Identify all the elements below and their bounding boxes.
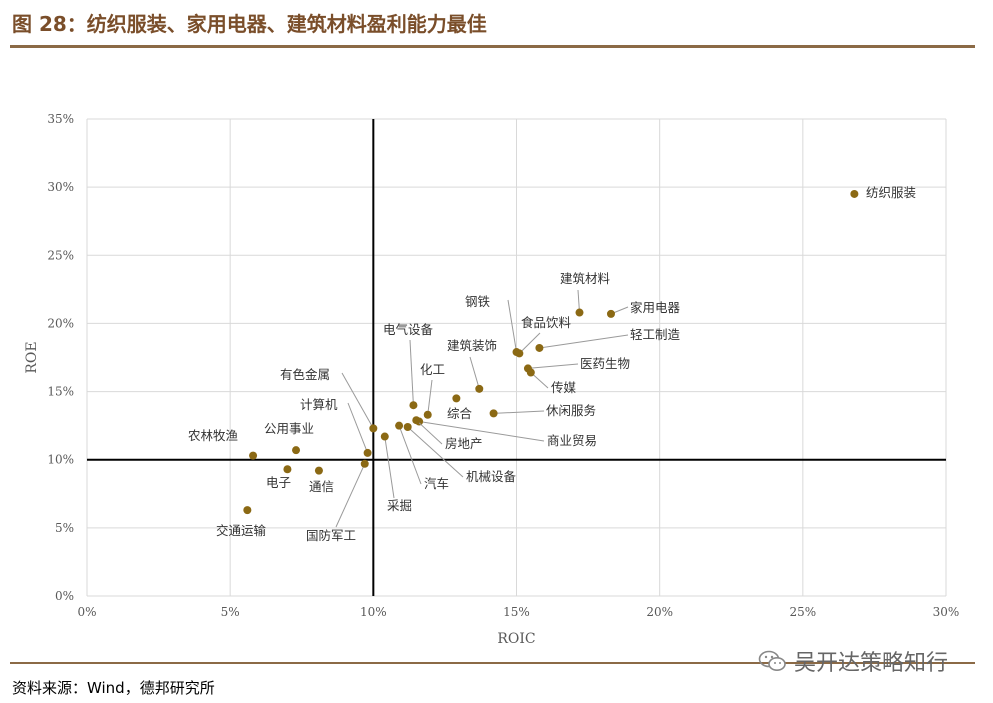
data-point <box>360 459 369 468</box>
leader-line <box>347 402 369 454</box>
data-label: 化工 <box>420 362 445 377</box>
watermark: 吴开达策略知行 <box>758 645 948 677</box>
leader-line <box>407 426 464 478</box>
data-label: 公用事业 <box>264 421 314 436</box>
data-point <box>380 432 389 441</box>
leader-line <box>398 425 422 485</box>
leader-line <box>539 334 629 349</box>
data-label: 通信 <box>309 479 334 494</box>
data-point <box>369 424 378 433</box>
leader-line <box>415 419 443 445</box>
data-label: 家用电器 <box>630 300 681 315</box>
x-tick-label: 0% <box>77 605 96 619</box>
data-label: 综合 <box>447 406 473 421</box>
data-point <box>412 416 421 425</box>
data-label: 计算机 <box>300 397 338 412</box>
data-label: 休闲服务 <box>546 403 596 418</box>
data-point <box>606 309 615 318</box>
data-point <box>475 384 484 393</box>
data-label: 交通运输 <box>216 523 267 538</box>
data-point <box>489 409 498 418</box>
data-point <box>423 410 432 419</box>
data-point <box>363 448 372 457</box>
leader-line <box>341 372 374 429</box>
data-point <box>515 349 524 358</box>
x-tick-label: 30% <box>933 605 960 619</box>
data-point <box>452 394 461 403</box>
x-axis-title: ROIC <box>497 631 535 647</box>
x-tick-label: 20% <box>646 605 673 619</box>
data-label: 机械设备 <box>466 469 517 484</box>
source-note: 资料来源：Wind，德邦研究所 <box>12 679 215 697</box>
y-tick-label: 15% <box>47 385 74 399</box>
leader-line <box>335 463 366 528</box>
leader-line <box>469 356 480 389</box>
data-point <box>409 401 418 410</box>
leader-line <box>409 339 414 406</box>
x-tick-label: 25% <box>789 605 816 619</box>
y-tick-label: 5% <box>55 521 74 535</box>
x-tick-label: 10% <box>360 605 387 619</box>
y-tick-label: 20% <box>47 316 74 330</box>
data-point <box>575 308 584 317</box>
y-tick-label: 30% <box>47 180 74 194</box>
data-point <box>535 343 544 352</box>
data-label: 商业贸易 <box>547 433 597 448</box>
data-point <box>314 466 323 475</box>
data-label: 钢铁 <box>465 294 491 309</box>
y-axis-title: ROE <box>24 341 40 373</box>
data-label: 电子 <box>266 475 291 490</box>
y-tick-label: 35% <box>47 112 74 126</box>
leader-line <box>507 299 517 353</box>
leader-line <box>384 436 395 499</box>
data-label: 传媒 <box>551 380 577 395</box>
data-label: 食品饮料 <box>521 315 572 330</box>
data-point <box>249 451 258 460</box>
leader-line <box>519 332 541 354</box>
data-label: 电气设备 <box>383 322 434 337</box>
data-label: 采掘 <box>387 498 412 513</box>
x-tick-label: 15% <box>503 605 530 619</box>
leader-line <box>427 379 433 415</box>
data-point <box>403 423 412 432</box>
data-point <box>243 506 252 515</box>
data-point <box>283 465 292 474</box>
data-label: 医药生物 <box>580 356 630 371</box>
data-point <box>292 446 301 455</box>
data-label: 房地产 <box>445 436 483 451</box>
data-label: 有色金属 <box>280 367 330 382</box>
x-tick-label: 5% <box>221 605 240 619</box>
data-point <box>526 368 535 377</box>
y-tick-label: 0% <box>55 589 74 603</box>
footer-divider <box>10 662 975 664</box>
y-tick-label: 10% <box>47 453 74 467</box>
leader-line <box>419 421 545 442</box>
wechat-icon <box>758 650 786 671</box>
data-label: 建筑装饰 <box>447 338 497 353</box>
data-label: 轻工制造 <box>630 327 681 342</box>
data-label: 农林牧渔 <box>188 428 238 443</box>
y-tick-label: 25% <box>47 248 74 262</box>
data-label: 建筑材料 <box>560 271 611 286</box>
figure-title: 图 28：纺织服装、家用电器、建筑材料盈利能力最佳 <box>12 12 487 36</box>
data-point <box>395 421 404 430</box>
data-label: 国防军工 <box>306 528 356 543</box>
leader-line <box>527 363 579 369</box>
leader-line <box>493 410 545 414</box>
watermark-text: 吴开达策略知行 <box>794 651 949 676</box>
data-label: 汽车 <box>424 476 449 491</box>
title-divider <box>10 45 975 48</box>
data-label: 纺织服装 <box>866 185 916 200</box>
data-point <box>850 189 859 198</box>
